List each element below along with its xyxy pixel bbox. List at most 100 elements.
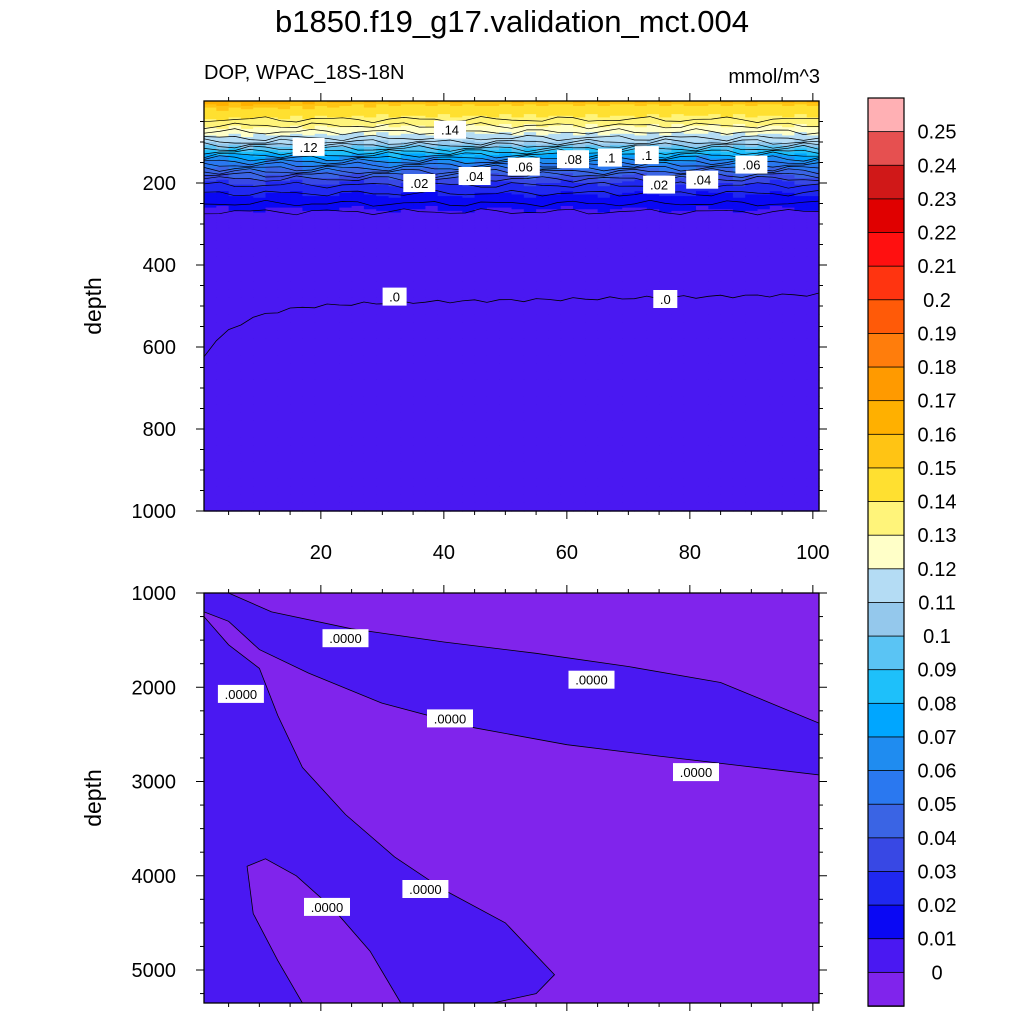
- upper-cell: [474, 355, 488, 364]
- upper-cell: [806, 145, 820, 148]
- upper-cell: [388, 207, 402, 210]
- upper-cell: [671, 137, 685, 140]
- upper-cell: [659, 265, 672, 274]
- upper-cell: [290, 363, 303, 373]
- upper-cell: [769, 215, 783, 219]
- upper-cell: [363, 230, 377, 233]
- upper-cell: [277, 322, 291, 332]
- upper-cell: [646, 104, 660, 107]
- upper-cell: [671, 128, 685, 132]
- upper-cell: [265, 115, 279, 118]
- upper-cell: [769, 224, 783, 227]
- upper-cell: [536, 388, 549, 397]
- upper-cell: [573, 347, 586, 356]
- upper-cell: [499, 297, 513, 307]
- upper-cell: [302, 256, 316, 266]
- upper-cell: [240, 156, 254, 159]
- upper-cell: [277, 179, 291, 182]
- upper-cell: [732, 128, 746, 132]
- upper-cell: [450, 281, 463, 291]
- upper-cell: [351, 164, 365, 168]
- upper-cell: [314, 306, 328, 315]
- upper-cell: [597, 210, 611, 214]
- upper-cell: [560, 110, 574, 114]
- upper-cell: [622, 133, 636, 137]
- upper-cell: [388, 220, 402, 223]
- upper-cell: [216, 297, 230, 307]
- upper-cell: [757, 363, 771, 373]
- upper-cell: [413, 194, 426, 197]
- upper-cell: [228, 166, 242, 169]
- upper-cell: [462, 105, 476, 109]
- upper-cell: [536, 232, 549, 241]
- upper-cell: [277, 207, 291, 210]
- upper-cell: [499, 207, 513, 210]
- upper-cell: [536, 214, 549, 217]
- upper-cell: [474, 128, 488, 132]
- upper-cell: [204, 210, 217, 214]
- upper-cell: [782, 214, 795, 217]
- upper-cell: [769, 169, 783, 173]
- upper-cell: [671, 110, 685, 114]
- upper-cell: [585, 166, 599, 169]
- upper-cell: [708, 110, 722, 114]
- upper-cell: [388, 181, 402, 184]
- upper-cell: [671, 265, 685, 274]
- upper-cell: [585, 225, 599, 228]
- upper-cell: [708, 112, 722, 115]
- upper-cell: [536, 192, 549, 196]
- upper-cell: [634, 101, 648, 104]
- upper-cell: [806, 347, 820, 356]
- upper-cell: [363, 388, 377, 397]
- upper-cell: [437, 145, 451, 148]
- upper-cell: [388, 230, 402, 233]
- upper-cell: [659, 225, 672, 228]
- upper-cell: [314, 127, 328, 130]
- upper-cell: [634, 115, 648, 118]
- upper-cell: [683, 146, 697, 150]
- upper-cell: [622, 212, 636, 215]
- upper-cell: [376, 379, 390, 389]
- upper-cell: [597, 130, 611, 133]
- upper-cell: [597, 183, 611, 186]
- upper-cell: [560, 371, 574, 381]
- upper-cell: [290, 379, 303, 389]
- upper-cell: [388, 192, 402, 196]
- upper-cell: [240, 138, 254, 141]
- upper-cell: [720, 338, 734, 348]
- upper-cell: [585, 130, 599, 133]
- upper-cell: [400, 123, 414, 127]
- upper-cell: [425, 230, 439, 233]
- upper-cell: [646, 128, 660, 132]
- upper-cell: [228, 156, 242, 159]
- upper-cell: [363, 189, 377, 192]
- upper-cell: [351, 102, 365, 105]
- upper-cell: [400, 338, 414, 348]
- upper-cell: [363, 132, 377, 135]
- upper-cell: [327, 189, 340, 192]
- upper-cell: [351, 151, 365, 155]
- upper-cell: [560, 202, 574, 205]
- upper-cell: [437, 227, 451, 230]
- upper-cell: [720, 214, 734, 217]
- upper-cell: [622, 117, 636, 120]
- upper-cell: [597, 379, 611, 389]
- upper-cell: [290, 214, 303, 217]
- upper-cell: [548, 166, 562, 169]
- upper-cell: [376, 214, 390, 217]
- upper-cell: [462, 371, 476, 381]
- upper-cell: [536, 156, 549, 159]
- upper-cell: [437, 119, 451, 122]
- upper-cell: [671, 201, 685, 204]
- upper-cell: [351, 196, 365, 199]
- upper-cell: [782, 215, 795, 219]
- upper-cell: [351, 160, 365, 163]
- upper-cell: [536, 148, 549, 151]
- upper-cell: [327, 265, 340, 274]
- upper-cell: [204, 183, 217, 186]
- upper-cell: [486, 212, 500, 215]
- upper-cell: [634, 314, 648, 323]
- upper-cell: [327, 135, 340, 138]
- upper-cell: [806, 168, 820, 171]
- upper-cell: [806, 173, 820, 176]
